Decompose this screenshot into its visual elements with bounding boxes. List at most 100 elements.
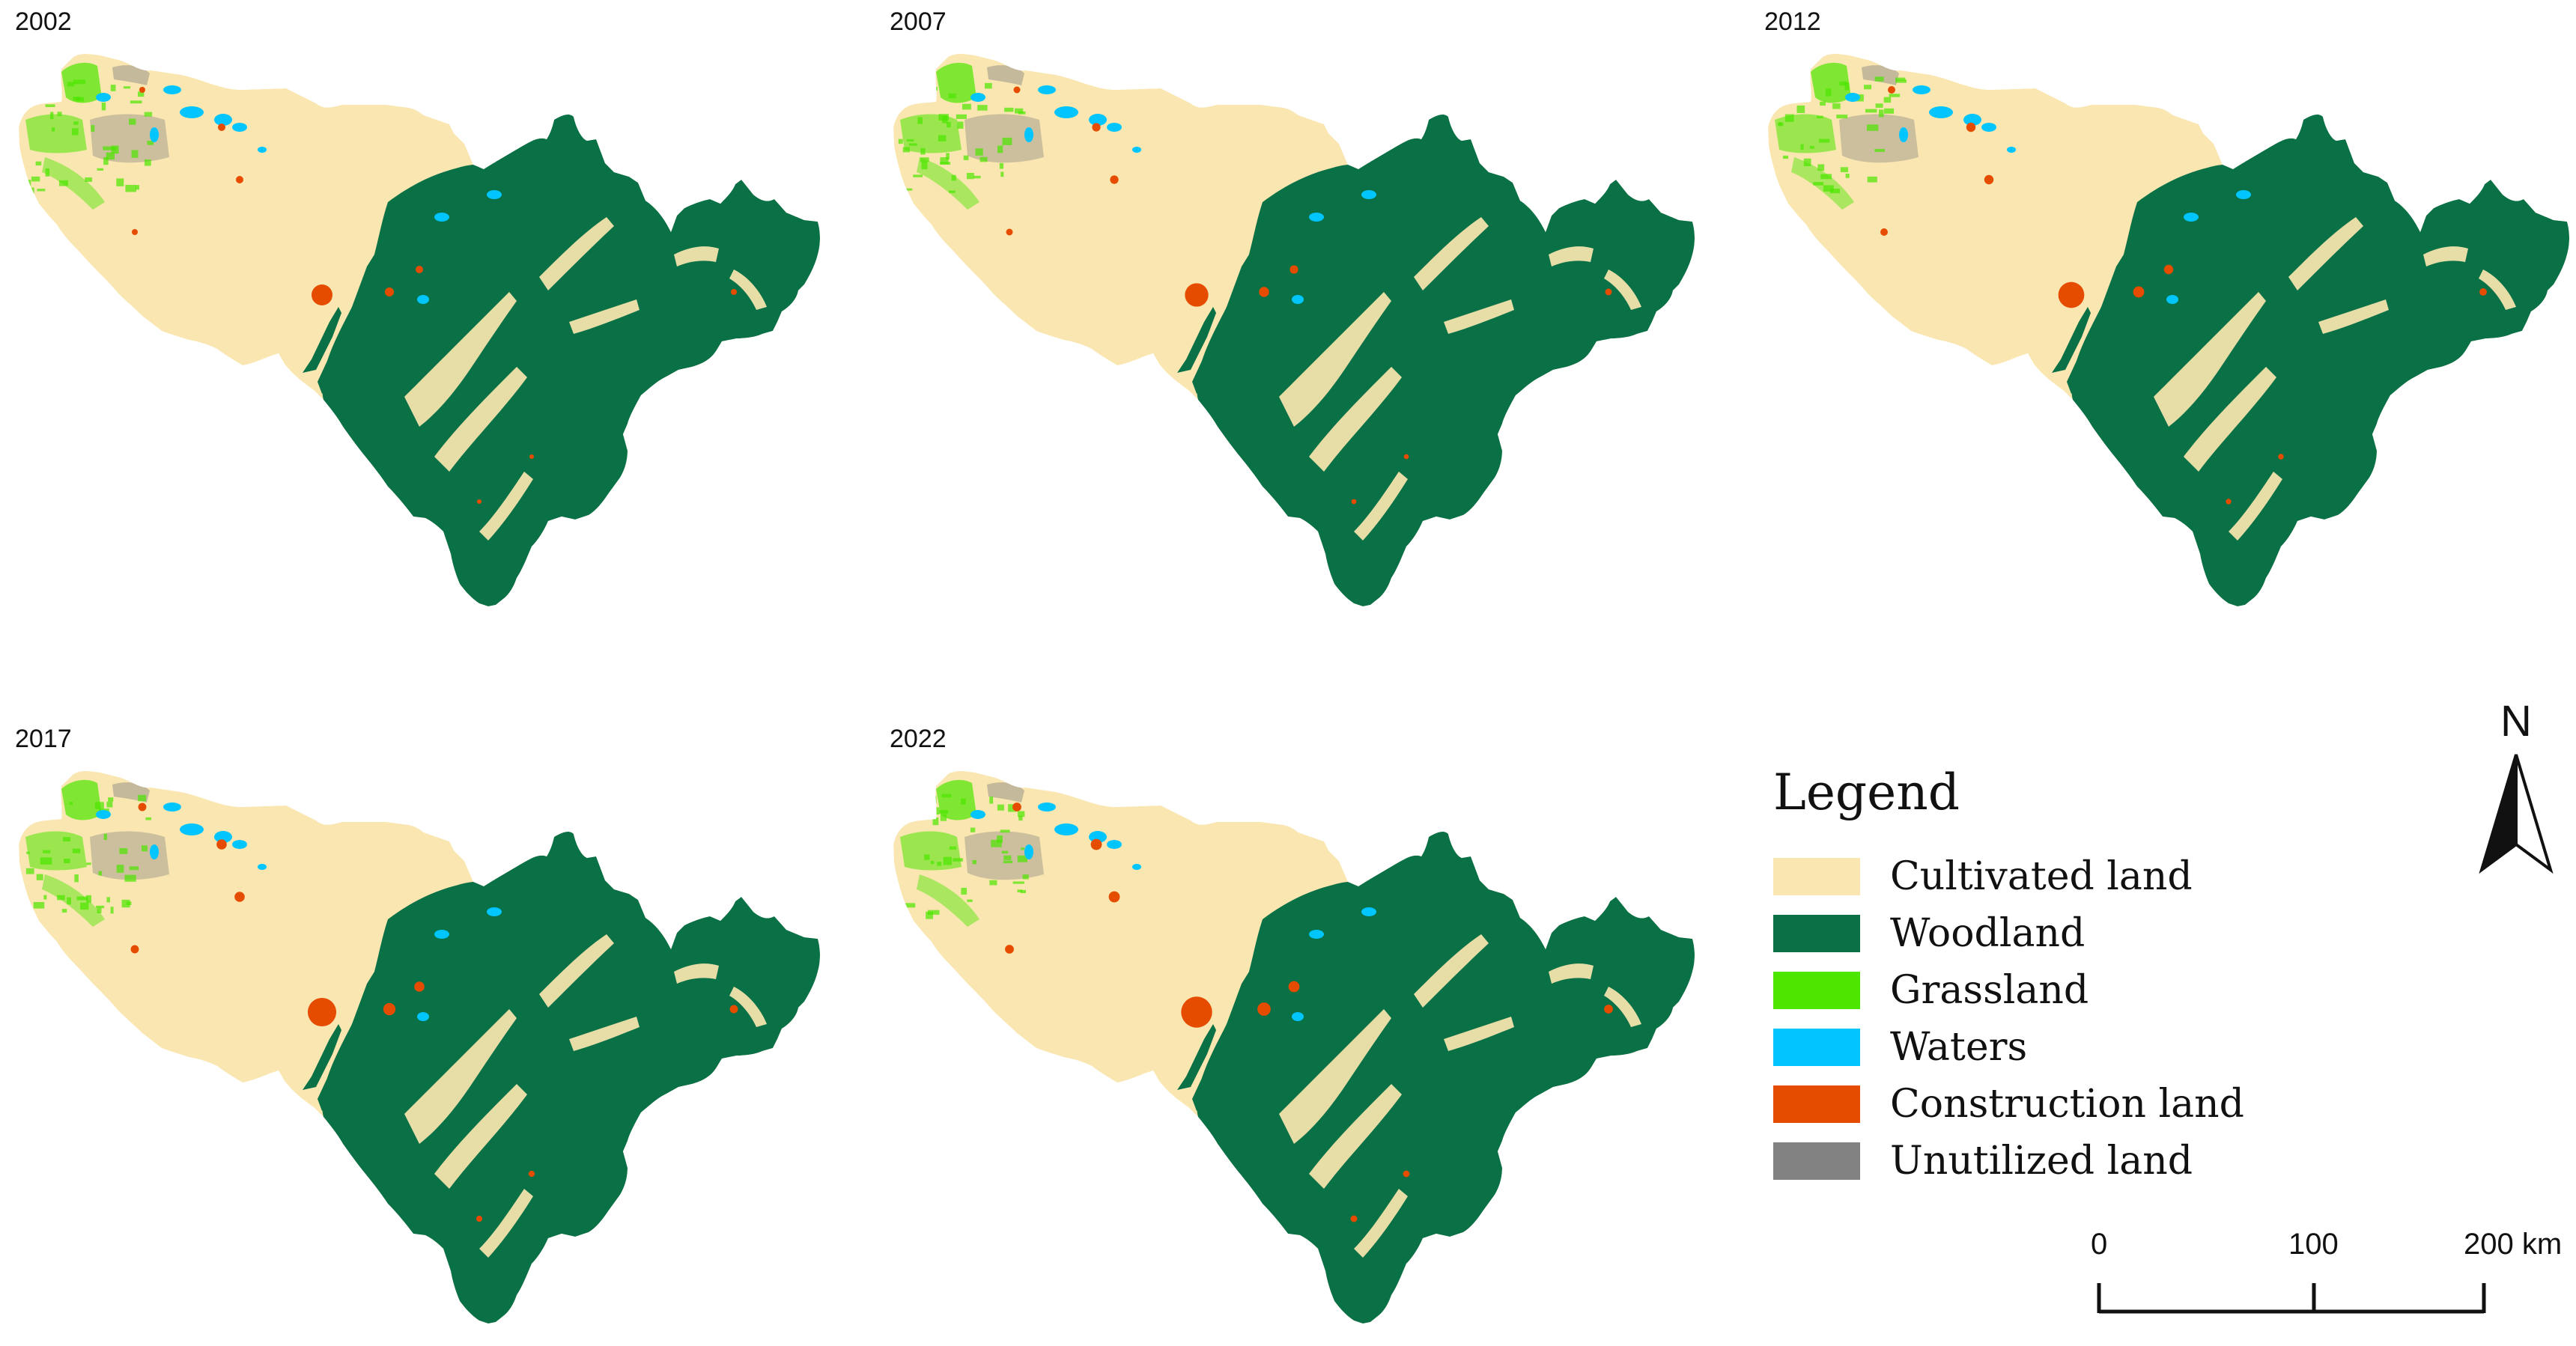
map-year-label: 2022 [890,725,947,753]
grassland-patch [36,874,43,880]
water-body [1899,127,1908,142]
grassland-patch [97,168,104,171]
water-body [1981,123,1996,132]
grassland-patch [72,128,79,135]
north-west-patch [1811,62,1851,103]
north-arrow-icon [2479,754,2554,874]
map-panel-2017: 2017 [15,725,831,1324]
grassland-patch [1820,101,1826,106]
grassland-patch [103,833,108,840]
woodland-ridge [318,972,377,1111]
legend-swatch [1773,972,1860,1009]
grassland-patch [1003,855,1012,860]
construction-land [1012,803,1021,811]
grassland-patch [902,147,910,153]
construction-land [385,287,394,296]
water-body [2184,213,2199,222]
grassland-patch [123,86,131,89]
cultivated-valley [569,1017,640,1051]
grassland-patch [110,85,116,91]
cultivated-valley [1444,299,1514,334]
cultivated-valley [479,1189,533,1258]
map-legend: Legend Cultivated land Woodland Grasslan… [1773,764,2312,1184]
map-panel-2012: 2012 [1764,7,2576,606]
grassland-patch [72,848,81,853]
grassland-patch [64,859,70,864]
grassland-patch [984,82,992,89]
construction-land [414,981,425,992]
grassland-patch [31,176,40,182]
water-body [1038,803,1056,811]
grassland-patch [1803,158,1811,167]
grassland-patch [917,117,923,124]
grassland-patch [961,798,966,805]
grassland-patch [1000,829,1010,833]
grassland-patch [940,162,951,165]
grassland-patch [1015,108,1024,114]
construction-land [2133,286,2145,298]
grassland-patch [1018,811,1025,817]
grassland-patch [953,858,963,862]
water-body [1963,114,1981,126]
grassland-patch [61,909,67,913]
water-body [163,803,181,811]
water-body [1024,127,1033,142]
grassland-patch [1866,124,1879,131]
grassland-patch [103,156,109,165]
legend-item-cultivated-land: Cultivated land [1773,853,2312,900]
water-body [214,114,232,126]
grassland-patch [975,148,983,156]
grassland-patch [1817,164,1825,171]
legend-label: Waters [1890,1025,2028,1070]
construction-land [416,266,423,273]
legend-item-unutilized-land: Unutilized land [1773,1138,2312,1184]
grassland-patch [966,172,974,180]
cultivated-valley [2288,217,2363,290]
construction-land [528,1170,535,1178]
construction-land [477,499,482,504]
construction-land [1108,891,1120,903]
grassland-patch [963,155,969,160]
construction-land [1181,996,1212,1028]
water-body [163,85,181,94]
construction-land [729,1005,738,1014]
grassland-patch [1787,98,1797,103]
woodland-ridge [303,1024,341,1090]
grassland-patch [926,911,933,919]
grassland-patch [67,82,75,87]
grassland-patch [94,802,104,809]
cultivated-valley [1354,1189,1408,1258]
land-use-map [893,771,1695,1324]
grassland-patch [1845,173,1850,178]
woodland-ridge [2067,255,2127,394]
map-year-label: 2002 [15,7,72,36]
scale-label-0: 0 [2091,1228,2108,1261]
grassland-patch [1878,109,1884,118]
woodland-area [1197,832,1695,1324]
grassland-patch [961,887,967,895]
cultivated-valley [539,934,614,1008]
construction-land [1403,454,1409,460]
water-body [434,930,449,939]
grassland-patch [1002,137,1012,145]
north-west-patch [90,831,169,880]
grassland-patch [1839,81,1847,86]
water-body [1361,190,1376,199]
grassland-patch [973,175,981,179]
grassland-patch [26,76,31,81]
cultivated-valley [1604,987,1641,1027]
grassland-patch [1796,105,1805,114]
construction-land [2479,288,2487,296]
construction-land [731,289,737,295]
north-west-patch [112,65,150,85]
grassland-patch [69,801,73,806]
woodland-ridge [1192,972,1252,1111]
legend-item-grassland: Grassland [1773,967,2312,1014]
construction-land [1005,945,1014,954]
north-west-patch [1862,65,1899,85]
grassland-patch [979,156,988,162]
grassland-patch [1817,115,1823,118]
map-panel-2002: 2002 [15,7,831,606]
water-body [970,810,985,819]
grassland-patch [121,899,130,908]
